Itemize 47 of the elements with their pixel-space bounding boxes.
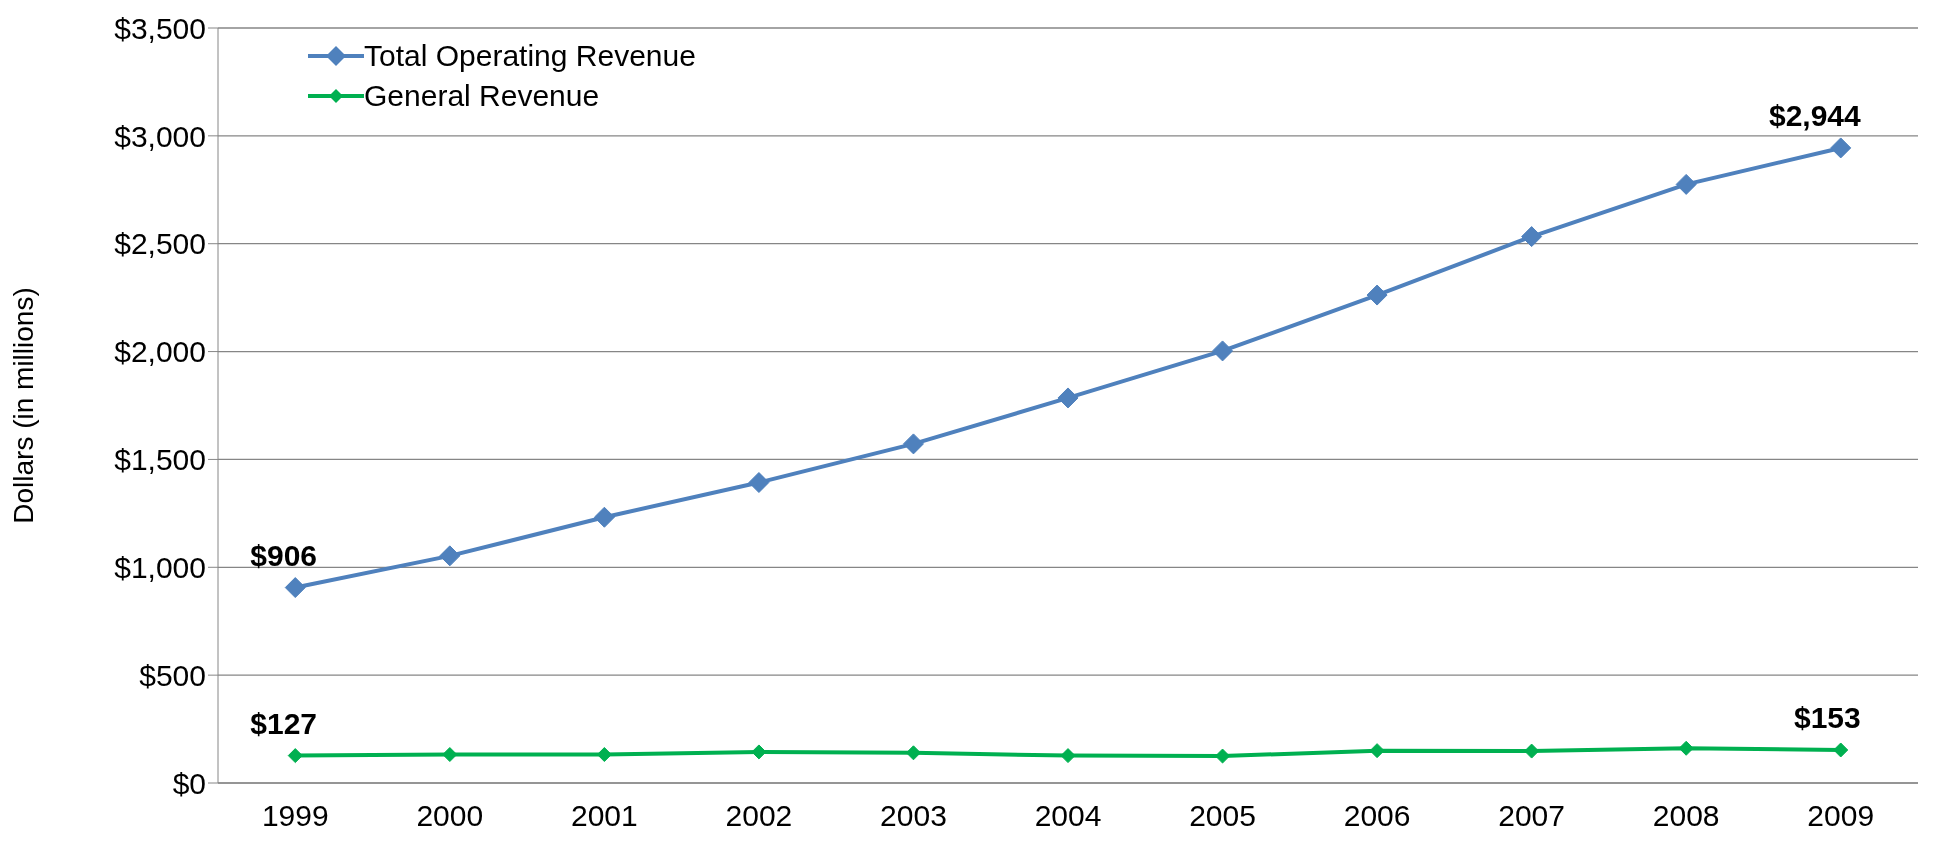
- y-tick-label: $2,500: [114, 227, 206, 261]
- point: [287, 748, 303, 764]
- y-tick-label: $3,500: [114, 11, 206, 45]
- data-label: $906: [250, 538, 318, 572]
- point: [1212, 340, 1234, 362]
- x-tick-label: 2000: [416, 799, 484, 833]
- x-tick-label: 1999: [261, 799, 329, 833]
- data-label: $153: [1793, 701, 1861, 734]
- y-tick-label: $3,000: [114, 119, 206, 153]
- data-label: $2,944: [1768, 98, 1862, 132]
- point: [902, 433, 924, 455]
- point: [596, 747, 612, 763]
- y-tick-label: $1,500: [114, 443, 206, 477]
- point: [1060, 748, 1076, 764]
- point: [1369, 743, 1385, 759]
- x-tick-label: 2004: [1034, 799, 1102, 833]
- x-tick-label: 2008: [1652, 799, 1720, 833]
- point: [284, 577, 306, 599]
- point: [593, 506, 615, 528]
- x-tick-label: 2003: [880, 799, 947, 833]
- point: [1833, 742, 1849, 758]
- x-tick-label: 2006: [1343, 799, 1411, 833]
- x-tick-label: 2009: [1807, 799, 1875, 833]
- point: [1521, 226, 1543, 248]
- point: [1675, 173, 1697, 195]
- x-tick-label: 2002: [725, 799, 793, 833]
- y-tick-label: $500: [139, 658, 206, 692]
- y-tick-label: $1,000: [114, 550, 206, 584]
- point: [1524, 743, 1540, 759]
- point: [1057, 387, 1079, 409]
- y-axis-title: Dollars (in millions): [7, 287, 39, 524]
- point: [1678, 740, 1694, 756]
- y-tick-label: $2,000: [114, 335, 206, 369]
- y-tick-label: $0: [172, 766, 206, 800]
- point: [748, 472, 770, 494]
- legend-label: Total Operating Revenue: [364, 39, 696, 73]
- x-tick-label: 2005: [1189, 799, 1256, 833]
- point: [1830, 137, 1852, 159]
- x-tick-label: 2007: [1498, 799, 1566, 833]
- point: [439, 545, 461, 567]
- legend-label: General Revenue: [364, 79, 600, 113]
- point: [905, 745, 921, 761]
- point: [1366, 284, 1388, 306]
- x-tick-label: 2001: [570, 799, 638, 833]
- point: [442, 747, 458, 763]
- data-label: $127: [250, 706, 318, 740]
- point: [1215, 748, 1231, 764]
